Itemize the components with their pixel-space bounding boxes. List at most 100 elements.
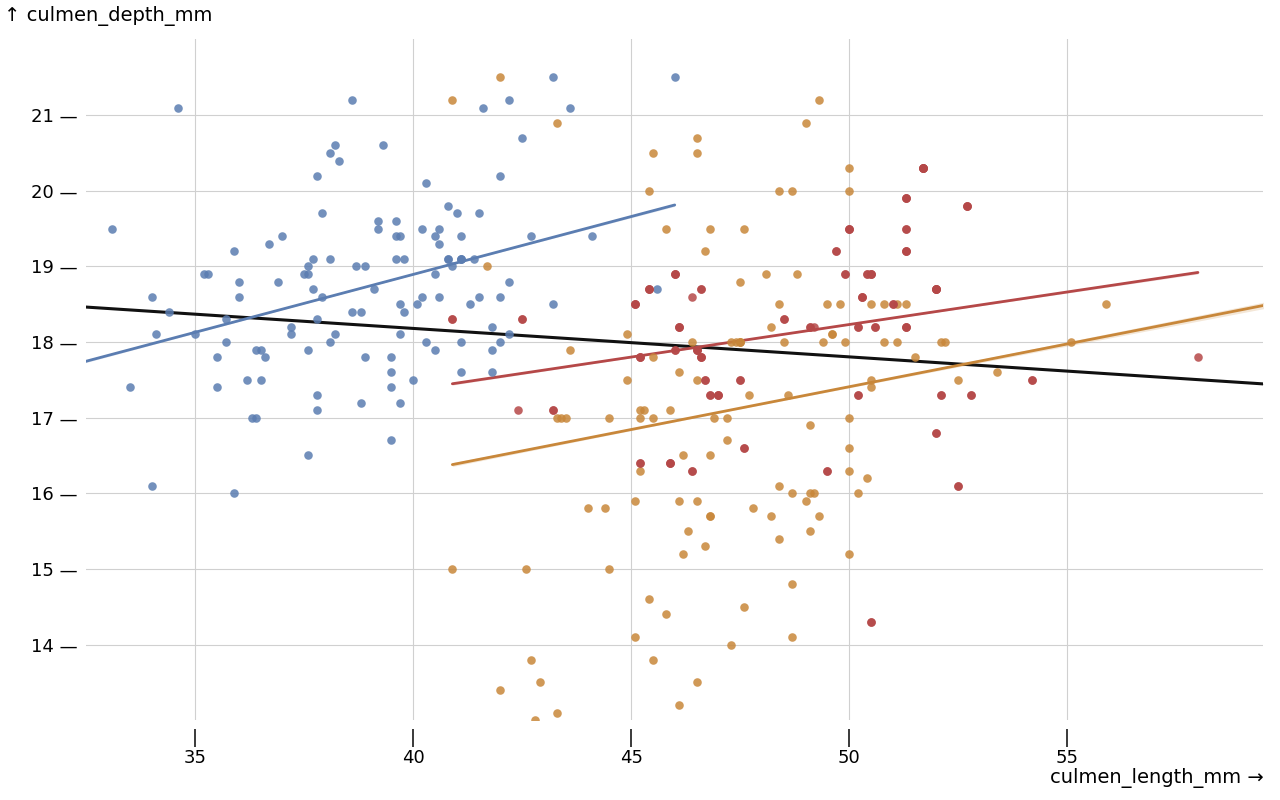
Point — [447, 207, 467, 220]
Point — [896, 321, 916, 334]
Point — [246, 343, 266, 356]
Point — [721, 638, 741, 651]
Point — [896, 321, 916, 334]
Point — [215, 313, 236, 326]
Point — [329, 154, 349, 167]
Point — [639, 282, 659, 295]
Point — [385, 214, 406, 227]
Point — [913, 162, 933, 174]
Point — [639, 282, 659, 295]
Point — [699, 449, 719, 462]
Point — [699, 389, 719, 402]
Point — [860, 374, 881, 386]
Point — [625, 298, 645, 310]
Point — [367, 222, 388, 235]
Point — [481, 321, 502, 334]
Point — [259, 238, 279, 250]
Point — [852, 290, 873, 303]
Point — [782, 578, 803, 590]
Point — [198, 267, 219, 280]
Point — [451, 230, 471, 242]
Point — [625, 630, 645, 643]
Point — [682, 464, 703, 477]
Point — [390, 298, 411, 310]
Point — [490, 336, 511, 349]
Point — [581, 230, 602, 242]
Point — [307, 313, 328, 326]
Point — [412, 290, 433, 303]
Point — [224, 487, 244, 500]
Point — [691, 350, 712, 363]
Point — [307, 170, 328, 182]
Point — [298, 343, 319, 356]
Point — [481, 366, 502, 378]
Point — [726, 336, 746, 349]
Point — [442, 94, 462, 106]
Point — [913, 162, 933, 174]
Point — [521, 654, 541, 666]
Point — [1061, 336, 1082, 349]
Point — [838, 464, 859, 477]
Point — [655, 608, 676, 621]
Point — [490, 683, 511, 696]
Point — [682, 290, 703, 303]
Point — [451, 253, 471, 266]
Point — [708, 389, 728, 402]
Point — [630, 350, 650, 363]
Point — [896, 192, 916, 205]
Point — [673, 449, 694, 462]
Point — [730, 336, 750, 349]
X-axis label: culmen_length_mm →: culmen_length_mm → — [1050, 768, 1263, 788]
Point — [102, 222, 123, 235]
Point — [896, 222, 916, 235]
Point — [512, 313, 532, 326]
Point — [865, 321, 886, 334]
Point — [59, 366, 79, 378]
Point — [669, 494, 690, 507]
Point — [831, 298, 851, 310]
Point — [847, 321, 868, 334]
Point — [769, 532, 790, 545]
Point — [625, 298, 645, 310]
Point — [385, 253, 406, 266]
Point — [934, 336, 955, 349]
Point — [948, 479, 969, 492]
Point — [838, 442, 859, 454]
Point — [442, 260, 462, 273]
Point — [206, 381, 227, 394]
Point — [865, 321, 886, 334]
Point — [407, 298, 428, 310]
Point — [639, 282, 659, 295]
Point — [481, 343, 502, 356]
Point — [595, 502, 616, 515]
Point — [507, 404, 527, 417]
Point — [896, 245, 916, 258]
Point — [460, 298, 480, 310]
Point — [838, 222, 859, 235]
Point — [769, 479, 790, 492]
Point — [835, 267, 855, 280]
Point — [298, 449, 319, 462]
Point — [686, 374, 707, 386]
Point — [206, 350, 227, 363]
Point — [686, 343, 707, 356]
Point — [307, 389, 328, 402]
Point — [695, 540, 716, 553]
Point — [346, 260, 366, 273]
Point — [429, 238, 449, 250]
Point — [860, 267, 881, 280]
Point — [691, 282, 712, 295]
Point — [442, 313, 462, 326]
Point — [472, 101, 493, 114]
Point — [416, 177, 436, 190]
Point — [617, 374, 637, 386]
Point — [381, 350, 402, 363]
Point — [887, 298, 908, 310]
Point — [735, 442, 755, 454]
Point — [847, 487, 868, 500]
Point — [664, 267, 685, 280]
Point — [835, 336, 855, 349]
Point — [390, 328, 411, 341]
Point — [630, 464, 650, 477]
Point — [159, 306, 179, 318]
